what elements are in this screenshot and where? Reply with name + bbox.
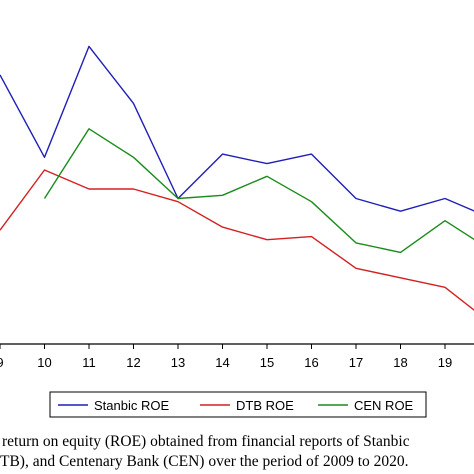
series-lines xyxy=(0,45,474,311)
legend-box xyxy=(49,391,427,418)
legend: Stanbic ROE DTB ROE CEN ROE xyxy=(49,391,427,418)
x-axis-tick-labels: 9 10 11 12 13 14 15 16 17 18 19 xyxy=(0,355,452,370)
x-tick-label: 10 xyxy=(37,355,51,370)
caption-line-1: return on equity (ROE) obtained from fin… xyxy=(2,433,410,450)
x-axis-ticks xyxy=(0,344,446,349)
figure-caption: return on equity (ROE) obtained from fin… xyxy=(0,432,474,472)
x-tick-label: 11 xyxy=(82,355,96,370)
x-tick-label: 15 xyxy=(260,355,274,370)
x-tick-label: 16 xyxy=(304,355,318,370)
series-line-stanbic-roe xyxy=(0,45,474,212)
legend-label-stanbic: Stanbic ROE xyxy=(94,398,169,413)
legend-label-dtb: DTB ROE xyxy=(236,398,294,413)
x-tick-label: 9 xyxy=(0,355,4,370)
x-tick-label: 17 xyxy=(349,355,363,370)
x-tick-label: 13 xyxy=(171,355,185,370)
x-tick-label: 19 xyxy=(438,355,452,370)
x-tick-label: 14 xyxy=(215,355,229,370)
series-line-cen-roe xyxy=(43,128,474,254)
caption-line-2: TB), and Centenary Bank (CEN) over the p… xyxy=(0,453,409,470)
x-tick-label: 12 xyxy=(126,355,140,370)
series-line-dtb-roe xyxy=(0,169,474,311)
x-tick-label: 18 xyxy=(393,355,407,370)
legend-label-cen: CEN ROE xyxy=(354,398,414,413)
